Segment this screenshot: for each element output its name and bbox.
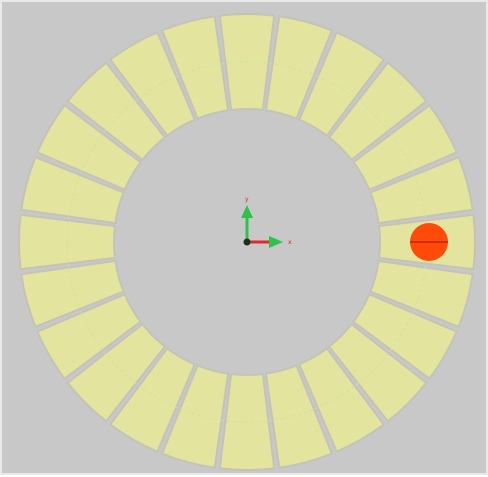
ring-segment[interactable] xyxy=(36,103,142,192)
ring-segment[interactable] xyxy=(108,347,197,453)
axis-gizmo[interactable]: y x xyxy=(241,196,292,248)
y-axis-label: y xyxy=(245,196,249,203)
ring-segment[interactable] xyxy=(264,364,334,469)
ring-segment[interactable] xyxy=(160,15,230,120)
ring-segment[interactable] xyxy=(160,364,230,469)
selection-marker-icon[interactable] xyxy=(410,223,448,261)
ring-segment[interactable] xyxy=(108,31,197,137)
ring-segment[interactable] xyxy=(66,61,167,162)
x-axis-arrow-icon[interactable] xyxy=(269,236,283,248)
x-axis-label: x xyxy=(288,239,292,246)
ring-segment[interactable] xyxy=(297,31,386,137)
y-axis-arrow-icon[interactable] xyxy=(241,205,253,218)
ring-segment[interactable] xyxy=(352,292,458,381)
ring-segment[interactable] xyxy=(20,155,125,225)
origin-point-icon[interactable] xyxy=(243,238,251,246)
ring-segment[interactable] xyxy=(264,15,334,120)
ring-segment[interactable] xyxy=(36,292,142,381)
ring-segment[interactable] xyxy=(20,259,125,329)
ring-segment[interactable] xyxy=(297,347,386,453)
